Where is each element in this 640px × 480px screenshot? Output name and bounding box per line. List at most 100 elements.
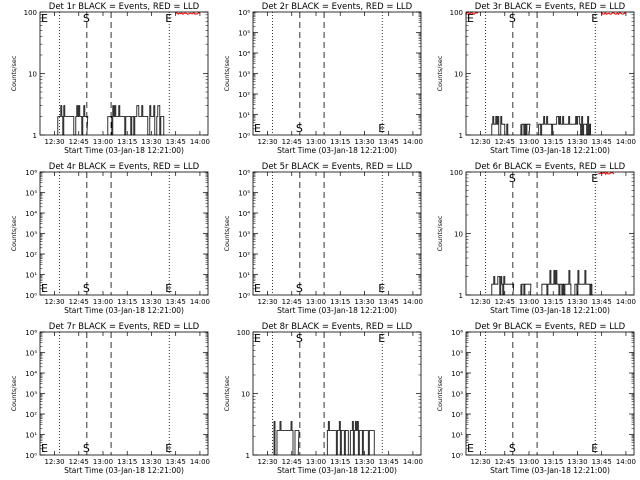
events-trace <box>326 421 375 456</box>
x-tick-label: 12:45 <box>495 138 515 146</box>
chart-panel: Det 9r BLACK = Events, RED = LLD Counts/s… <box>436 322 636 475</box>
marker-s: S <box>296 332 303 345</box>
chart-title: Det 3r BLACK = Events, RED = LLD <box>475 2 626 12</box>
lld-trace <box>601 10 626 16</box>
x-tick-label: 14:00 <box>190 458 210 466</box>
marker-s: S <box>509 12 516 25</box>
x-tick-label: 13:15 <box>330 138 350 146</box>
y-tick-label: 10⁰ <box>451 452 463 460</box>
x-tick-label: 12:30 <box>44 298 64 306</box>
x-tick-label: 14:00 <box>403 138 423 146</box>
x-tick-label: 13:00 <box>519 298 539 306</box>
x-tick-label: 13:15 <box>330 298 350 306</box>
x-tick-label: 12:30 <box>257 298 277 306</box>
x-tick-label: 14:00 <box>616 138 636 146</box>
chart-title: Det 1r BLACK = Events, RED = LLD <box>49 2 200 12</box>
x-tick-label: 13:00 <box>93 138 113 146</box>
marker-e: E <box>254 282 261 295</box>
y-tick-label: 10² <box>238 251 250 259</box>
x-tick-label: 14:00 <box>190 298 210 306</box>
y-axis-label: Counts/sec <box>436 55 444 91</box>
y-tick-label: 10⁵ <box>238 190 250 198</box>
y-tick-label: 10⁶ <box>25 169 37 177</box>
x-tick-label: 13:00 <box>306 138 326 146</box>
y-tick-label: 10¹ <box>25 432 37 440</box>
x-tick-label: 13:30 <box>567 298 587 306</box>
marker-s: S <box>83 442 90 455</box>
y-tick-label: 10⁰ <box>25 452 37 460</box>
y-axis-label: Counts/sec <box>223 55 231 91</box>
chart-title: Det 9r BLACK = Events, RED = LLD <box>475 322 626 332</box>
x-tick-label: 13:30 <box>354 138 374 146</box>
marker-e: E <box>591 442 598 455</box>
x-tick-label: 12:45 <box>69 138 89 146</box>
y-tick-label: 10² <box>451 411 463 419</box>
events-trace <box>520 123 531 136</box>
y-tick-label: 100 <box>450 169 463 177</box>
x-axis-label: Start Time (03-Jan-18 12:21:00) <box>490 306 610 315</box>
x-tick-label: 13:45 <box>166 298 186 306</box>
marker-e: E <box>41 282 48 295</box>
x-tick-label: 12:30 <box>257 458 277 466</box>
x-tick-label: 13:15 <box>117 138 137 146</box>
x-tick-label: 12:45 <box>282 298 302 306</box>
x-tick-label: 12:45 <box>495 458 515 466</box>
x-tick-label: 14:00 <box>616 458 636 466</box>
x-tick-label: 13:45 <box>379 298 399 306</box>
y-tick-label: 10⁶ <box>25 329 37 337</box>
events-trace <box>491 116 510 136</box>
y-tick-label: 10⁰ <box>25 292 37 300</box>
y-tick-label: 10¹ <box>25 272 37 280</box>
y-tick-label: 10¹ <box>238 112 250 120</box>
x-tick-label: 12:30 <box>257 138 277 146</box>
y-axis-label: Counts/sec <box>436 215 444 251</box>
y-axis-label: Counts/sec <box>436 375 444 411</box>
x-tick-label: 13:45 <box>592 298 612 306</box>
y-tick-label: 10³ <box>25 231 37 239</box>
y-tick-label: 10⁶ <box>238 169 250 177</box>
y-tick-label: 10 <box>454 231 463 239</box>
marker-e: E <box>41 12 48 25</box>
x-tick-label: 13:45 <box>592 138 612 146</box>
x-tick-label: 14:00 <box>403 458 423 466</box>
y-tick-label: 10⁰ <box>238 292 250 300</box>
y-tick-label: 10² <box>238 91 250 99</box>
marker-e: E <box>254 122 261 135</box>
marker-e: E <box>254 332 261 345</box>
x-tick-label: 13:15 <box>330 458 350 466</box>
chart-panel: Det 7r BLACK = Events, RED = LLD Counts/s… <box>10 322 210 475</box>
y-tick-label: 10⁴ <box>451 370 463 378</box>
events-trace <box>520 283 532 296</box>
x-tick-label: 13:15 <box>543 298 563 306</box>
y-tick-label: 1 <box>459 132 463 140</box>
x-tick-label: 13:15 <box>543 458 563 466</box>
x-tick-label: 12:45 <box>69 458 89 466</box>
y-tick-label: 10² <box>25 411 37 419</box>
y-tick-label: 10³ <box>238 71 250 79</box>
y-tick-label: 1 <box>33 132 37 140</box>
x-tick-label: 12:30 <box>470 298 490 306</box>
chart-title: Det 5r BLACK = Events, RED = LLD <box>262 162 413 172</box>
y-tick-label: 10 <box>241 391 250 399</box>
x-tick-label: 13:45 <box>592 458 612 466</box>
y-tick-label: 1 <box>246 452 250 460</box>
x-tick-label: 13:15 <box>117 298 137 306</box>
events-trace <box>273 421 300 456</box>
y-tick-label: 10⁴ <box>25 370 37 378</box>
x-tick-label: 12:45 <box>282 458 302 466</box>
marker-e: E <box>591 12 598 25</box>
chart-panel: Det 1r BLACK = Events, RED = LLD Counts/s… <box>10 2 210 155</box>
marker-e: E <box>165 442 172 455</box>
x-tick-label: 12:45 <box>282 138 302 146</box>
chart-title: Det 6r BLACK = Events, RED = LLD <box>475 162 626 172</box>
y-tick-label: 10¹ <box>451 432 463 440</box>
x-axis-label: Start Time (03-Jan-18 12:21:00) <box>490 146 610 155</box>
chart-title: Det 7r BLACK = Events, RED = LLD <box>49 322 200 332</box>
y-tick-label: 10² <box>25 251 37 259</box>
x-tick-label: 12:30 <box>44 458 64 466</box>
x-tick-label: 13:00 <box>519 458 539 466</box>
chart-panel: Det 8r BLACK = Events, RED = LLD Counts/s… <box>223 322 423 475</box>
marker-s: S <box>83 12 90 25</box>
x-tick-label: 13:00 <box>519 138 539 146</box>
x-tick-label: 13:45 <box>166 458 186 466</box>
